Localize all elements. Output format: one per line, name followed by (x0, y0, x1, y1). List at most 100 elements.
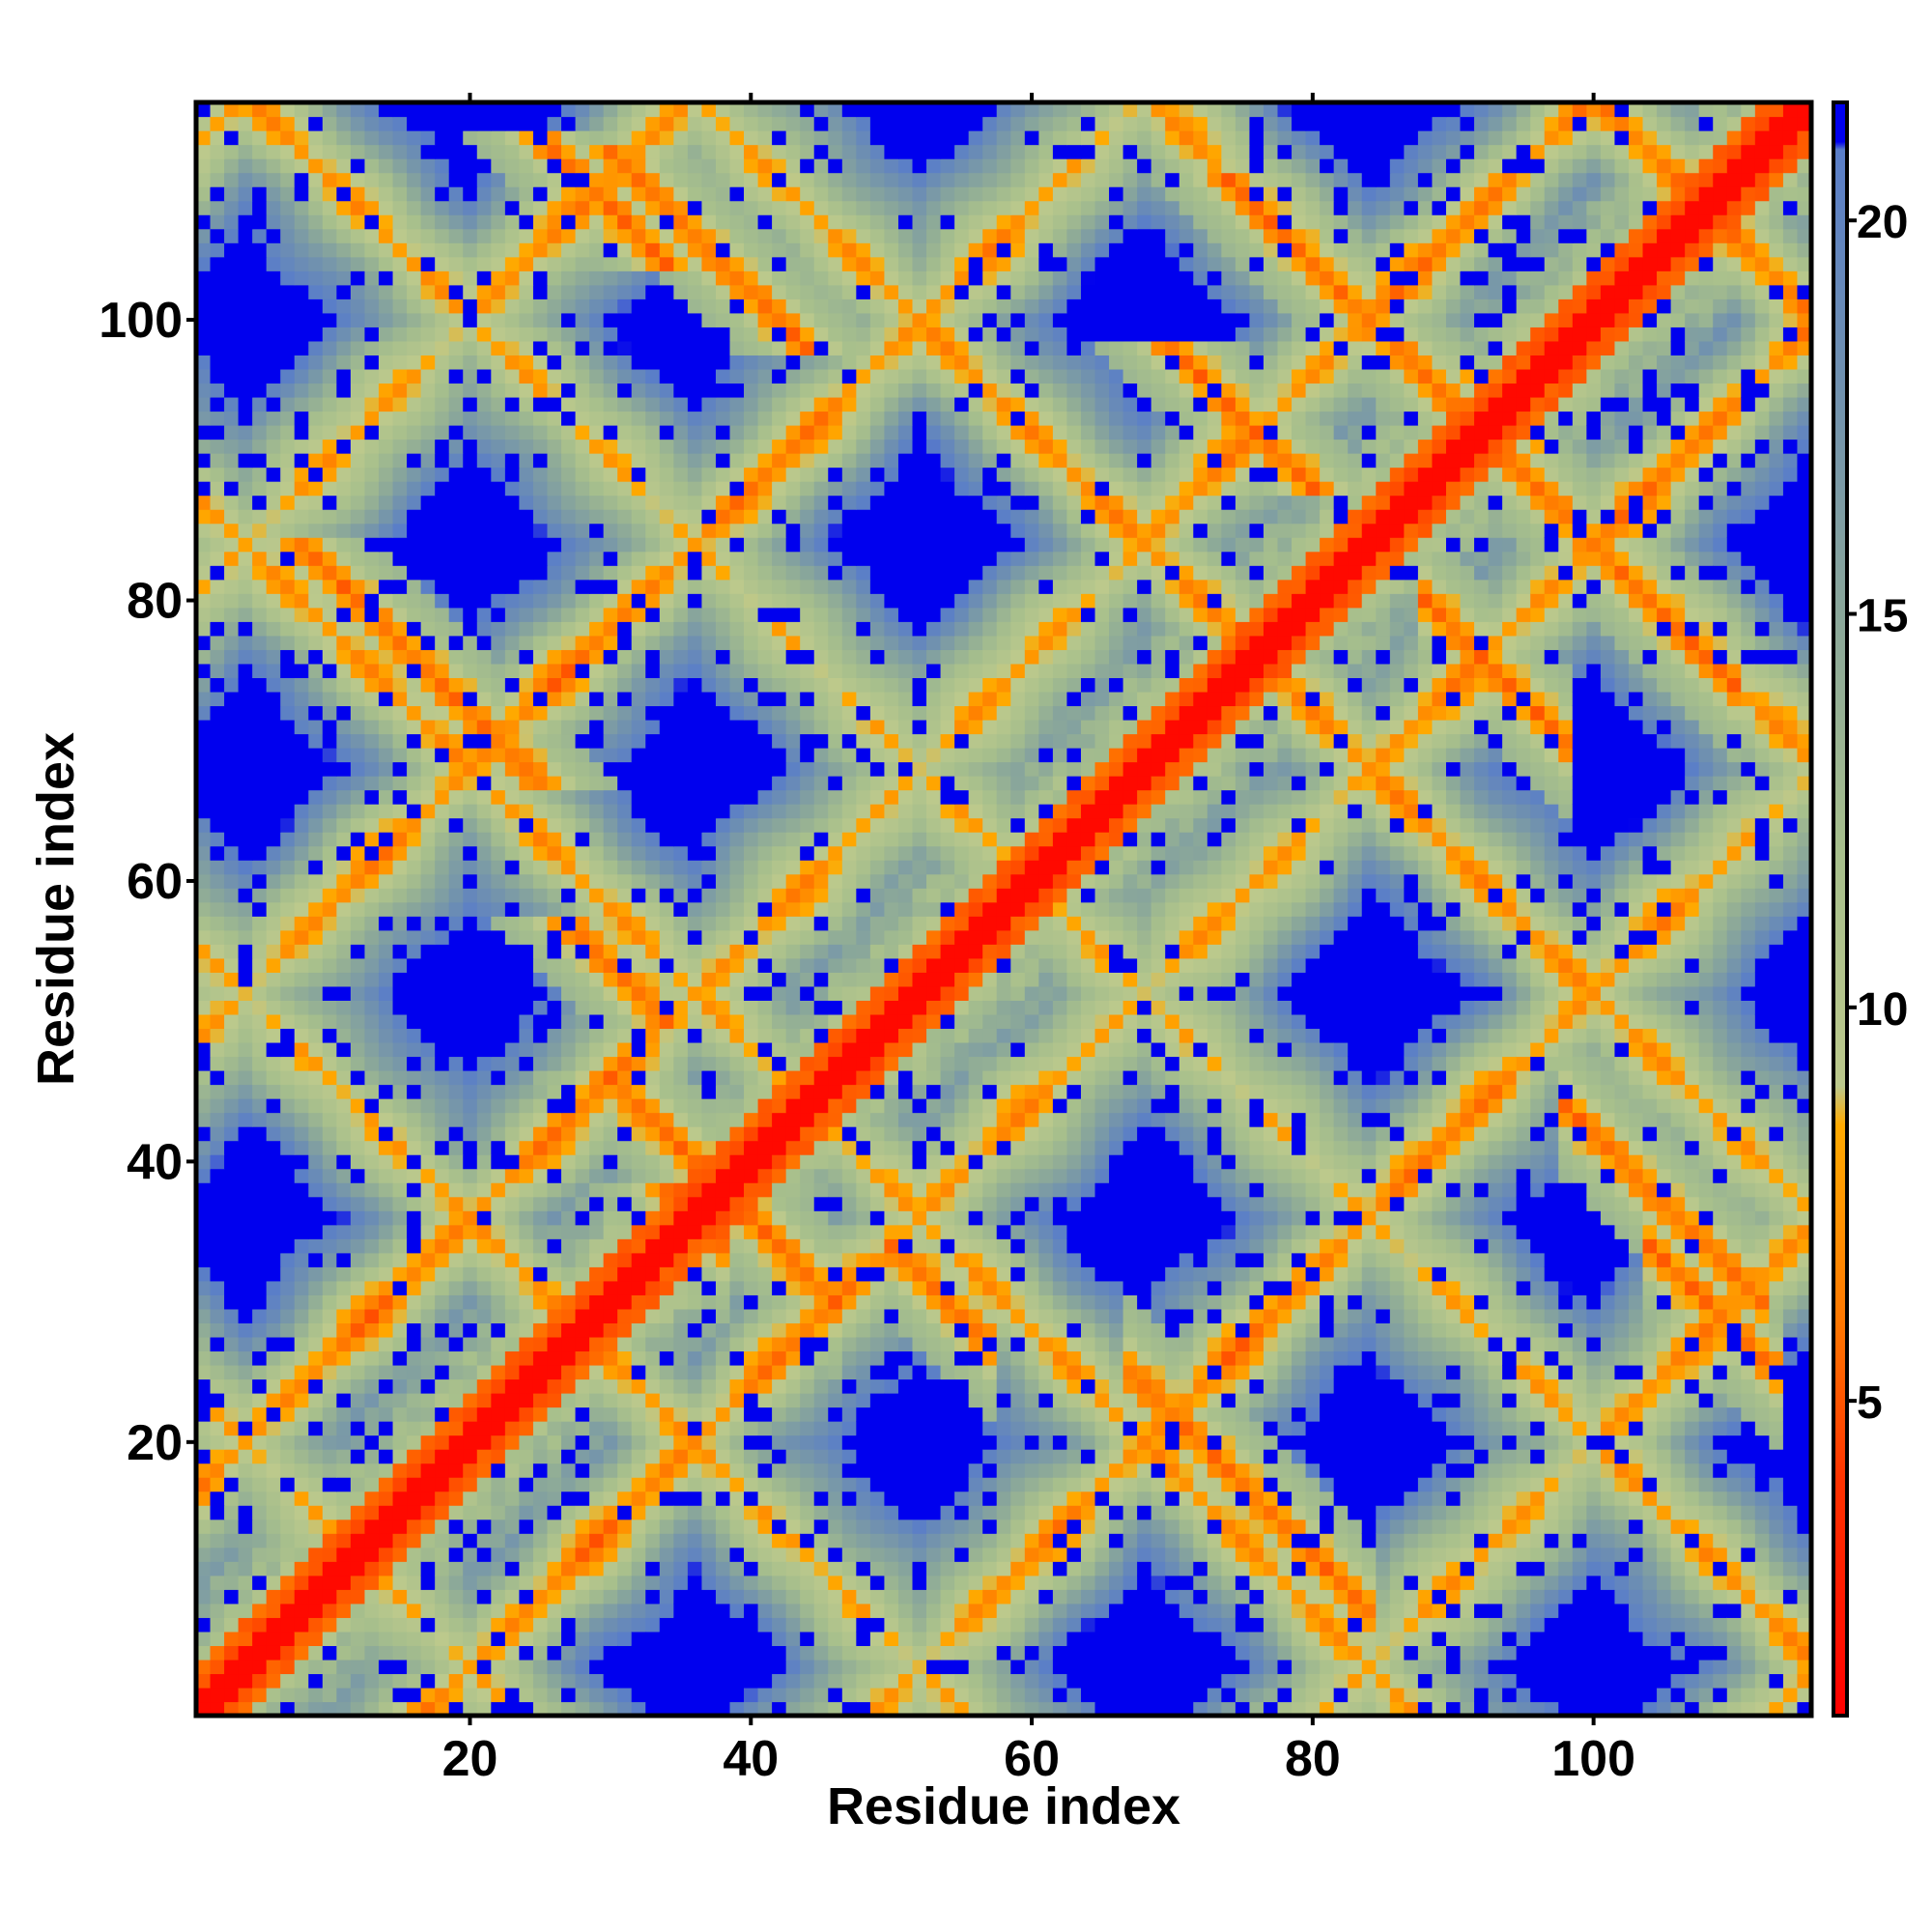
heatmap-cell (589, 1294, 605, 1310)
heatmap-cell (772, 1252, 787, 1267)
heatmap-cell (224, 1322, 240, 1338)
heatmap-cell (589, 1224, 605, 1239)
heatmap-cell (407, 1406, 422, 1422)
heatmap-cell (196, 985, 212, 1001)
heatmap-cell (1137, 1210, 1152, 1226)
heatmap-cell (659, 789, 674, 805)
heatmap-cell (897, 1154, 914, 1170)
heatmap-cell (715, 1603, 731, 1618)
heatmap-cell (701, 985, 717, 1001)
heatmap-cell (785, 1561, 801, 1577)
heatmap-cell (407, 748, 422, 763)
heatmap-cell (364, 1463, 380, 1478)
heatmap-cell (547, 873, 562, 889)
heatmap-cell (420, 1463, 436, 1478)
heatmap-cell (828, 817, 843, 833)
heatmap-cell (645, 1561, 661, 1577)
heatmap-cell (715, 1477, 731, 1492)
heatmap-cell (252, 733, 268, 749)
heatmap-cell (308, 1013, 324, 1030)
heatmap-cell (561, 733, 577, 749)
heatmap-cell (744, 1421, 759, 1436)
heatmap-cell (954, 1140, 970, 1155)
heatmap-cell (968, 1435, 983, 1450)
heatmap-cell (1179, 1308, 1194, 1323)
heatmap-cell (968, 776, 983, 791)
heatmap-cell (856, 901, 871, 917)
heatmap-cell (280, 1252, 296, 1267)
heatmap-cell (673, 1224, 689, 1239)
heatmap-cell (1165, 1238, 1180, 1254)
heatmap-cell (476, 1070, 492, 1086)
heatmap-cell (1122, 1210, 1138, 1226)
heatmap-cell (603, 1098, 618, 1114)
heatmap-cell (589, 1000, 605, 1015)
heatmap-cell (547, 1070, 562, 1086)
heatmap-cell (926, 1168, 942, 1183)
heatmap-cell (350, 901, 366, 917)
heatmap-cell (912, 1561, 927, 1577)
heatmap-cell (869, 1463, 886, 1478)
heatmap-cell (1122, 1322, 1138, 1338)
heatmap-cell (841, 817, 857, 833)
heatmap-cell (491, 1238, 506, 1254)
heatmap-cell (744, 873, 759, 889)
heatmap-cell (1109, 1322, 1124, 1338)
heatmap-cell (561, 1406, 577, 1422)
heatmap-cell (982, 1238, 998, 1254)
heatmap-cell (1038, 1070, 1054, 1086)
heatmap-cell (364, 1210, 380, 1226)
heatmap-cell (982, 832, 998, 847)
heatmap-cell (1151, 1477, 1166, 1492)
heatmap-cell (491, 733, 506, 749)
heatmap-cell (519, 845, 534, 861)
heatmap-cell (1151, 1028, 1166, 1043)
heatmap-cell (280, 1154, 296, 1170)
heatmap-cell (954, 1041, 970, 1058)
heatmap-cell (715, 1631, 731, 1646)
heatmap-cell (856, 1126, 871, 1142)
heatmap-cell (435, 1435, 450, 1450)
heatmap-cell (1179, 1603, 1194, 1618)
heatmap-cell (589, 1631, 605, 1646)
heatmap-cell (196, 1631, 212, 1646)
heatmap-cell (1080, 1266, 1096, 1282)
heatmap-cell (379, 1561, 394, 1577)
heatmap-cell (744, 1561, 759, 1577)
heatmap-cell (392, 1294, 408, 1310)
heatmap-cell (476, 1603, 492, 1618)
heatmap-cell (266, 1280, 281, 1295)
heatmap-cell (322, 1266, 337, 1282)
heatmap-cell (673, 1056, 689, 1071)
heatmap-cell (448, 1168, 464, 1183)
heatmap-cell (856, 1406, 871, 1422)
heatmap-cell (631, 1533, 646, 1548)
heatmap-cell (1024, 1280, 1039, 1295)
heatmap-cell (869, 957, 886, 973)
heatmap-cell (926, 733, 942, 749)
heatmap-cell (1052, 1182, 1068, 1198)
heatmap-cell (1094, 1140, 1110, 1155)
heatmap-cell (912, 873, 927, 889)
heatmap-cell (379, 1449, 394, 1464)
heatmap-cell (1066, 832, 1082, 847)
heatmap-cell (561, 1435, 577, 1450)
heatmap-cell (224, 1000, 240, 1015)
heatmap-cell (196, 944, 212, 959)
heatmap-cell (532, 1463, 549, 1478)
heatmap-cell (448, 748, 464, 763)
heatmap-cell (1137, 957, 1152, 973)
heatmap-cell (1151, 1322, 1166, 1338)
heatmap-cell (1137, 1477, 1152, 1492)
heatmap-cell (1094, 748, 1110, 763)
heatmap-cell (532, 845, 549, 861)
heatmap-cell (1109, 929, 1124, 945)
heatmap-cell (1080, 789, 1096, 805)
heatmap-cell (392, 1336, 408, 1352)
heatmap-cell (996, 1491, 1011, 1506)
heatmap-cell (603, 1056, 618, 1071)
heatmap-cell (252, 944, 268, 959)
heatmap-cell (772, 1491, 787, 1506)
heatmap-cell (448, 916, 464, 931)
heatmap-cell (912, 845, 927, 861)
